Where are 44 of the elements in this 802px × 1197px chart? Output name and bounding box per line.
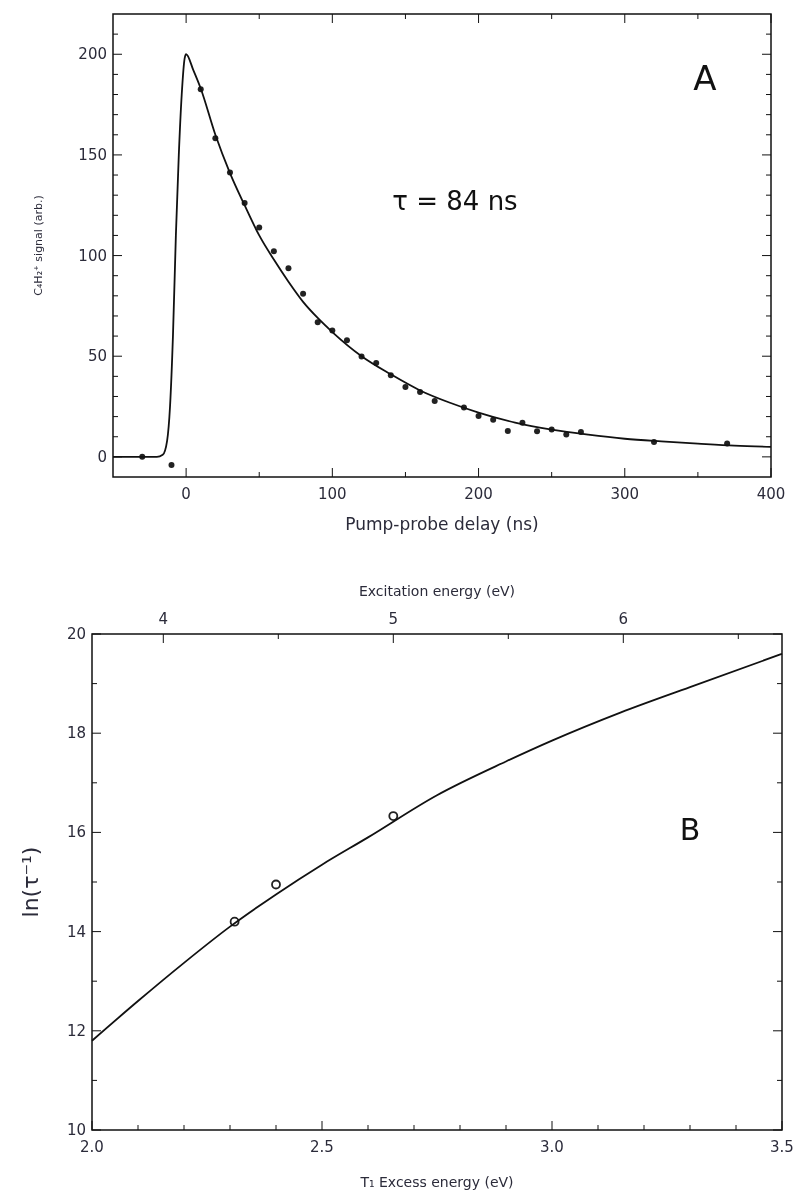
y-tick-label: 10: [66, 1121, 86, 1139]
y-tick-label: 0: [97, 447, 107, 466]
y-tick-label: 100: [78, 246, 107, 265]
y-tick-label: 150: [78, 145, 107, 164]
x-tick-label: 200: [464, 485, 493, 503]
y-tick-label: 18: [66, 724, 86, 743]
x-tick-label: 100: [318, 485, 347, 503]
annotation: A: [693, 58, 717, 98]
y-axis-title: C₄H₂⁺ signal (arb.): [32, 195, 45, 296]
y-tick-label: 14: [66, 922, 86, 941]
point: [229, 916, 240, 927]
point: [343, 337, 350, 344]
x-tick-label: 3.5: [770, 1138, 794, 1156]
point: [402, 384, 409, 391]
y-tick-label: 200: [78, 45, 107, 64]
x-axis-title: Pump-probe delay (ns): [345, 514, 539, 534]
point: [388, 811, 399, 821]
point: [270, 248, 277, 255]
x2-tick-label: 5: [388, 610, 399, 628]
x-tick-label: 400: [756, 485, 786, 503]
point: [300, 290, 307, 297]
point: [504, 427, 511, 434]
x-tick-label: 0: [181, 485, 191, 503]
y-tick-label: 12: [66, 1021, 86, 1040]
x-axis-title: T₁ Excess energy (eV): [359, 1174, 514, 1190]
x-tick-label: 3.0: [540, 1138, 564, 1156]
x-tick-label: 300: [610, 485, 640, 503]
point: [431, 397, 438, 404]
x-tick-label: 2.5: [310, 1138, 334, 1156]
annotation: B: [679, 812, 701, 847]
y-tick-label: 20: [66, 625, 86, 643]
annotation: τ = 84 ns: [392, 186, 518, 216]
x2-tick-label: 4: [158, 610, 169, 628]
point: [534, 428, 541, 435]
point: [168, 461, 175, 468]
x2-axis-title: Excitation energy (eV): [358, 583, 516, 599]
y-tick-label: 50: [87, 347, 107, 366]
x2-tick-label: 6: [618, 610, 629, 628]
point: [285, 265, 292, 272]
y-tick-label: 16: [66, 823, 86, 842]
point: [256, 224, 263, 231]
point: [271, 879, 281, 890]
y-axis-title: ln(τ⁻¹): [18, 846, 43, 918]
x-tick-label: 2.0: [80, 1138, 104, 1156]
